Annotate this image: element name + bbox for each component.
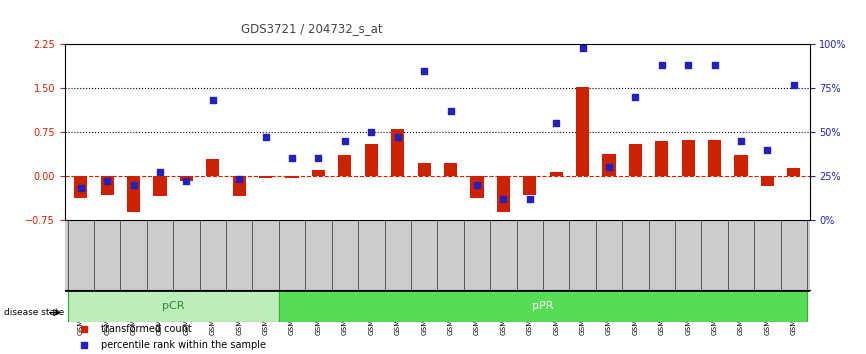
Point bbox=[76, 342, 91, 348]
Bar bbox=[365, 144, 378, 176]
Point bbox=[391, 135, 404, 140]
Bar bbox=[206, 159, 219, 176]
Bar bbox=[523, 176, 536, 195]
Text: transformed count: transformed count bbox=[100, 324, 191, 334]
Text: percentile rank within the sample: percentile rank within the sample bbox=[100, 340, 266, 350]
Bar bbox=[100, 176, 113, 195]
Bar bbox=[656, 141, 669, 176]
Bar bbox=[127, 176, 140, 212]
Bar bbox=[497, 176, 510, 212]
Text: pCR: pCR bbox=[162, 301, 184, 311]
Bar bbox=[391, 129, 404, 176]
Point bbox=[629, 94, 643, 100]
Point bbox=[76, 326, 91, 332]
Point bbox=[470, 182, 484, 187]
Point bbox=[417, 68, 431, 73]
Point bbox=[760, 147, 774, 152]
Point bbox=[523, 196, 537, 201]
Point bbox=[787, 82, 801, 87]
Point bbox=[338, 138, 352, 144]
Point bbox=[100, 178, 114, 184]
Bar bbox=[286, 176, 299, 178]
Bar bbox=[279, 290, 807, 322]
Bar bbox=[629, 144, 642, 176]
Bar bbox=[444, 163, 457, 176]
Point bbox=[708, 62, 721, 68]
Point bbox=[153, 170, 167, 175]
Bar bbox=[153, 176, 166, 196]
Bar bbox=[708, 139, 721, 176]
Bar bbox=[787, 168, 800, 176]
Point bbox=[259, 135, 273, 140]
Point bbox=[549, 120, 563, 126]
Point bbox=[74, 185, 87, 191]
Point bbox=[179, 178, 193, 184]
Point bbox=[576, 45, 590, 51]
Bar bbox=[576, 87, 589, 176]
Point bbox=[496, 196, 510, 201]
Point bbox=[655, 62, 669, 68]
Bar bbox=[682, 139, 695, 176]
Point bbox=[206, 98, 220, 103]
Bar bbox=[761, 176, 774, 186]
Point bbox=[126, 182, 140, 187]
Bar bbox=[180, 176, 193, 181]
Point bbox=[443, 108, 457, 114]
Bar bbox=[417, 163, 430, 176]
Point bbox=[312, 155, 326, 161]
Bar bbox=[734, 155, 747, 176]
Bar bbox=[74, 176, 87, 198]
Bar bbox=[603, 154, 616, 176]
Text: GDS3721 / 204732_s_at: GDS3721 / 204732_s_at bbox=[241, 22, 383, 35]
Bar bbox=[233, 176, 246, 196]
Point bbox=[602, 164, 616, 170]
Bar bbox=[259, 176, 272, 178]
Text: disease state: disease state bbox=[4, 308, 65, 317]
Point bbox=[285, 155, 299, 161]
Bar bbox=[68, 290, 279, 322]
Bar bbox=[312, 170, 325, 176]
Text: pPR: pPR bbox=[533, 301, 553, 311]
Point bbox=[232, 177, 246, 182]
Point bbox=[682, 62, 695, 68]
Point bbox=[365, 129, 378, 135]
Bar bbox=[470, 176, 483, 198]
Bar bbox=[550, 172, 563, 176]
Point bbox=[734, 138, 748, 144]
Bar bbox=[339, 155, 352, 176]
